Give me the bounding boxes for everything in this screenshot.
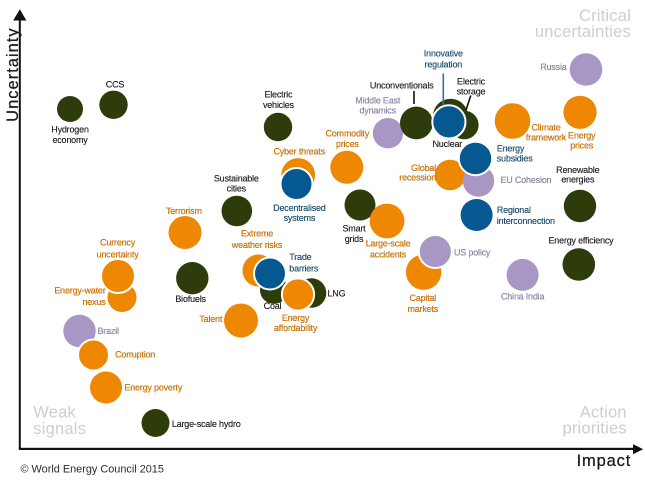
svg-text:Renewable: Renewable <box>556 165 599 175</box>
svg-text:subsidies: subsidies <box>497 154 533 164</box>
svg-text:Corruption: Corruption <box>115 350 155 360</box>
svg-text:interconnection: interconnection <box>497 216 555 226</box>
svg-text:Energy-water: Energy-water <box>54 286 105 296</box>
svg-text:cities: cities <box>227 183 247 193</box>
svg-text:regulation: regulation <box>425 60 463 70</box>
svg-text:barriers: barriers <box>289 263 319 273</box>
svg-text:Middle East: Middle East <box>355 95 401 105</box>
svg-text:US policy: US policy <box>454 248 491 258</box>
svg-text:Coal: Coal <box>264 301 282 311</box>
svg-text:Nuclear: Nuclear <box>432 139 462 149</box>
svg-text:economy: economy <box>52 135 88 145</box>
svg-text:Smart: Smart <box>342 224 366 234</box>
svg-text:uncertainty: uncertainty <box>97 249 140 259</box>
svg-text:prices: prices <box>336 139 360 149</box>
svg-text:grids: grids <box>345 234 364 244</box>
svg-text:recession: recession <box>399 172 436 182</box>
svg-text:Cyber threats: Cyber threats <box>273 147 325 157</box>
svg-text:prices: prices <box>570 140 594 150</box>
svg-text:© World Energy Council 2015: © World Energy Council 2015 <box>21 464 164 476</box>
svg-text:China India: China India <box>501 292 545 302</box>
svg-text:LNG: LNG <box>328 288 346 298</box>
svg-text:Innovative: Innovative <box>424 49 463 59</box>
svg-text:Large-scale hydro: Large-scale hydro <box>172 419 241 429</box>
svg-text:Critical: Critical <box>579 7 631 25</box>
svg-text:EU Cohesion: EU Cohesion <box>501 175 552 185</box>
svg-text:Impact: Impact <box>577 452 632 470</box>
svg-text:Capital: Capital <box>409 293 436 303</box>
svg-text:Energy: Energy <box>282 313 310 323</box>
svg-text:Trade: Trade <box>289 252 311 262</box>
svg-text:Electric: Electric <box>264 90 293 100</box>
svg-text:Energy: Energy <box>497 144 525 154</box>
svg-text:Commodity: Commodity <box>325 129 369 139</box>
svg-text:Climate: Climate <box>531 122 560 132</box>
svg-text:energies: energies <box>561 175 595 185</box>
svg-text:affordability: affordability <box>274 323 318 333</box>
svg-text:dynamics: dynamics <box>359 105 396 115</box>
svg-text:Energy efficiency: Energy efficiency <box>549 236 615 246</box>
svg-text:Energy: Energy <box>568 130 596 140</box>
svg-text:Global: Global <box>411 163 436 173</box>
svg-text:Decentralised: Decentralised <box>273 203 326 213</box>
svg-text:Terrorism: Terrorism <box>166 206 202 216</box>
svg-text:Currency: Currency <box>100 238 136 248</box>
svg-text:priorities: priorities <box>562 419 626 437</box>
svg-text:Biofuels: Biofuels <box>175 294 206 304</box>
svg-text:vehicles: vehicles <box>263 100 295 110</box>
svg-text:Regional: Regional <box>497 205 531 215</box>
svg-text:systems: systems <box>284 213 316 223</box>
svg-text:Energy poverty: Energy poverty <box>124 383 182 393</box>
svg-text:Action: Action <box>580 403 627 421</box>
svg-text:markets: markets <box>407 304 438 314</box>
svg-text:nexus: nexus <box>82 297 106 307</box>
svg-text:Large-scale: Large-scale <box>366 239 411 249</box>
svg-text:Uncertainty: Uncertainty <box>4 27 22 121</box>
svg-text:accidents: accidents <box>370 249 407 259</box>
svg-text:Weak: Weak <box>33 403 76 421</box>
svg-text:CCS: CCS <box>106 80 125 90</box>
svg-text:Russia: Russia <box>540 62 567 72</box>
svg-text:weather risks: weather risks <box>231 240 283 250</box>
svg-text:Extreme: Extreme <box>241 229 273 239</box>
svg-text:uncertainties: uncertainties <box>535 23 631 41</box>
svg-text:Unconventionals: Unconventionals <box>370 81 434 91</box>
svg-text:Sustainable: Sustainable <box>214 173 259 183</box>
svg-text:storage: storage <box>457 87 486 97</box>
svg-text:signals: signals <box>33 420 86 438</box>
svg-text:Electric: Electric <box>457 76 486 86</box>
svg-text:Hydrogen: Hydrogen <box>51 124 89 134</box>
svg-text:Brazil: Brazil <box>98 326 120 336</box>
svg-text:framework: framework <box>526 132 567 142</box>
svg-text:Talent: Talent <box>199 314 223 324</box>
